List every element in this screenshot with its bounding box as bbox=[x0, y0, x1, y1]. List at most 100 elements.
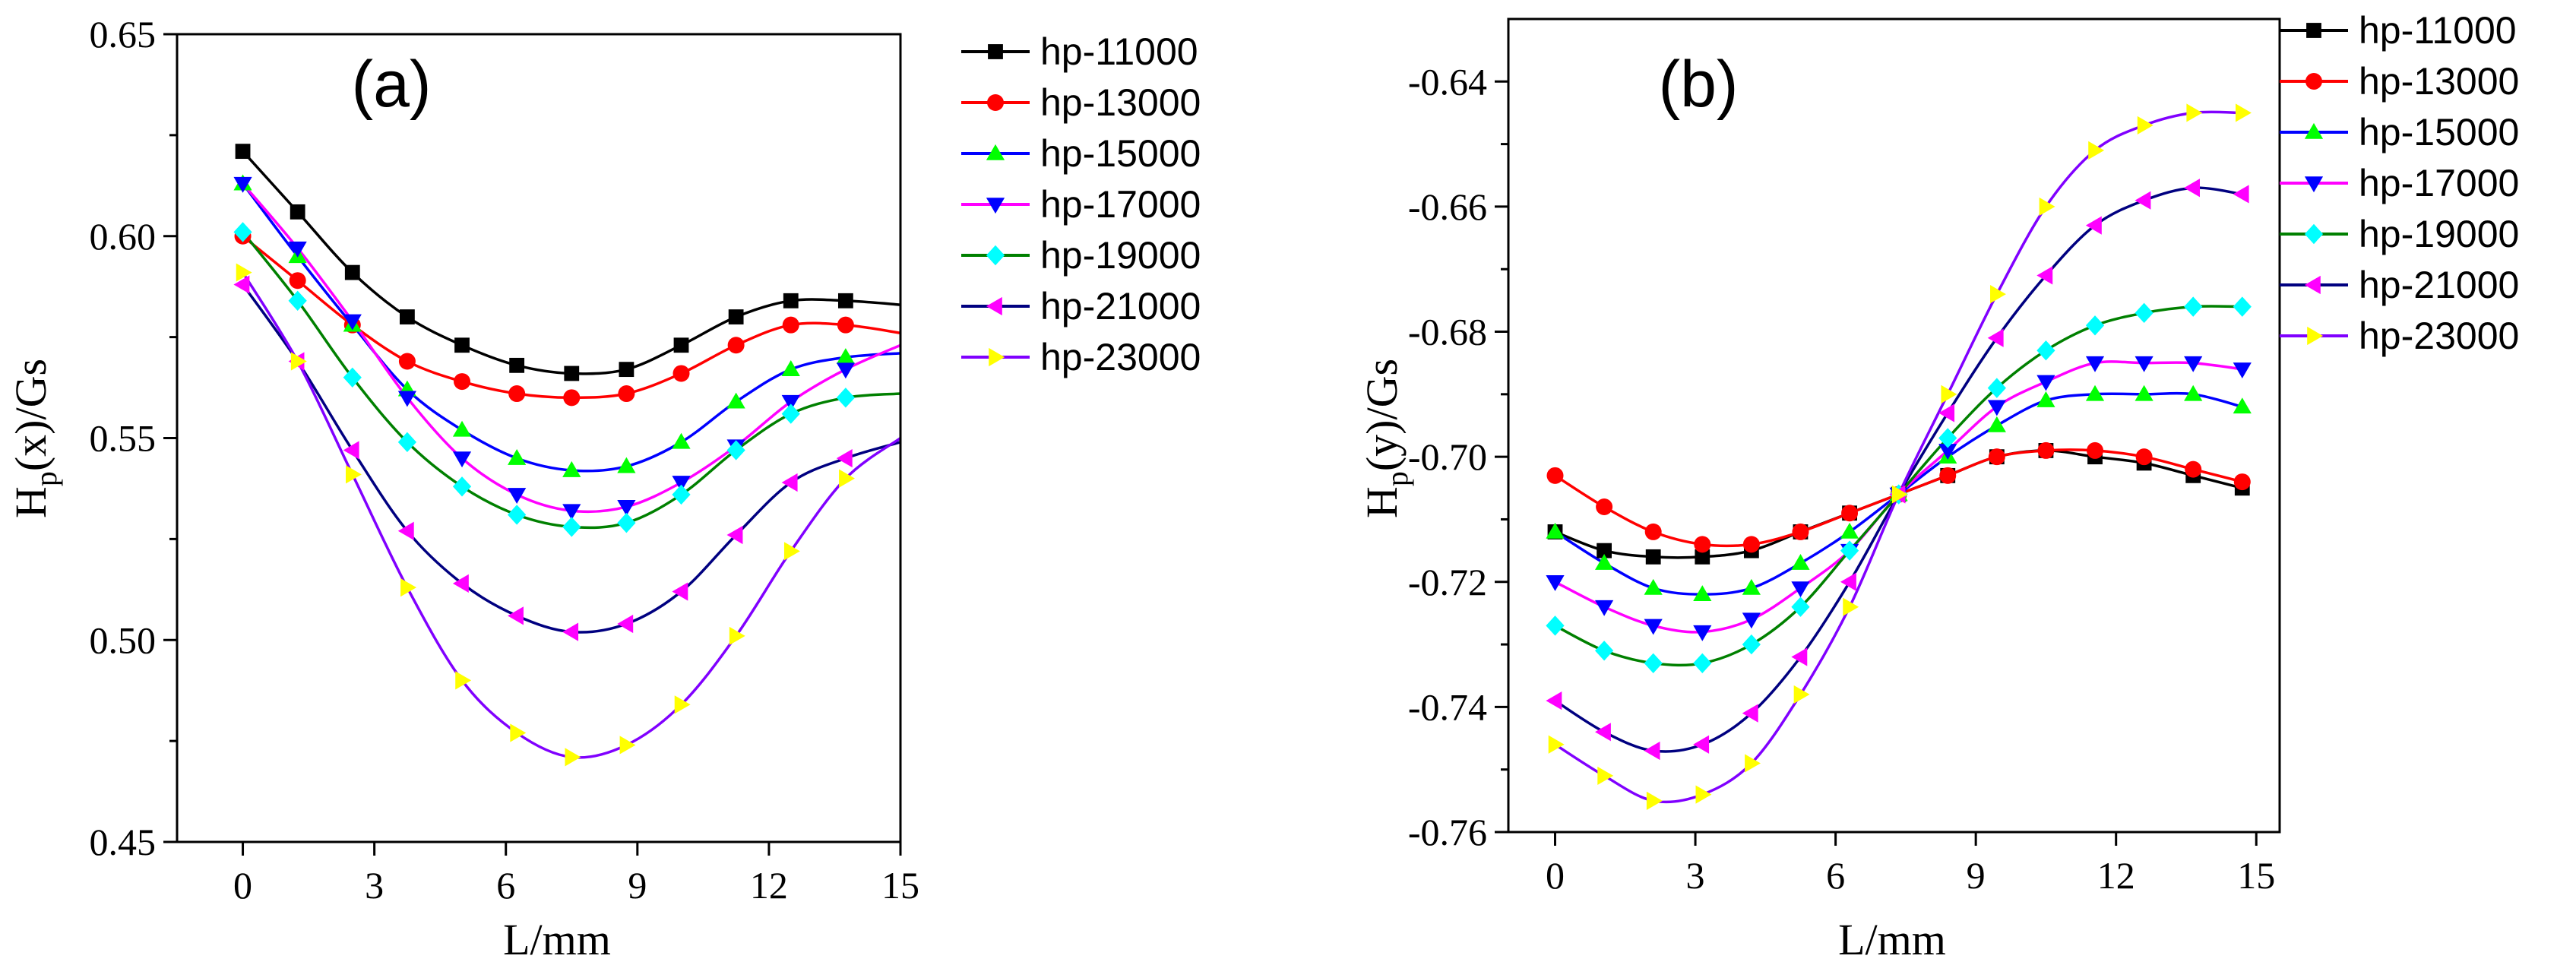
panel-b-point-hp-15000 bbox=[2036, 391, 2055, 407]
panel-b-legend-marker-hp-21000 bbox=[2304, 275, 2321, 295]
panel-b-y-tick-label: -0.76 bbox=[1408, 811, 1487, 853]
panel-b-ticks-layer: 0 3 6 9 12 15 -0.76 -0.74 -0.72 -0.70 -0.68 -0.66 -0… bbox=[1408, 60, 2275, 897]
panel-a-point-hp-13000 bbox=[289, 272, 306, 290]
panel-a-point-hp-19000 bbox=[343, 367, 362, 388]
panel-b-point-hp-19000 bbox=[1742, 634, 1761, 655]
panel-a-point-hp-21000 bbox=[397, 521, 414, 540]
panel-b-legend-label-hp-19000: hp-19000 bbox=[2359, 213, 2519, 255]
panel-a-point-hp-15000 bbox=[562, 460, 581, 477]
panel-b-legend-marker-hp-15000 bbox=[2304, 122, 2324, 139]
panel-b-point-hp-23000 bbox=[2186, 103, 2203, 122]
panel-a-y-tick-label: 0.50 bbox=[90, 619, 157, 661]
panel-a-point-hp-15000 bbox=[452, 420, 472, 437]
panel-b-y-tick-label: -0.72 bbox=[1408, 561, 1487, 603]
panel-b-y-axis-title: Hp(y)/Gs bbox=[1357, 359, 1414, 518]
panel-b-x-tick-label: 9 bbox=[1967, 854, 1986, 897]
panel-a-point-hp-15000 bbox=[672, 432, 691, 449]
panel-a-point-hp-23000 bbox=[729, 626, 745, 646]
panel-b-point-hp-15000 bbox=[1546, 522, 1565, 539]
panel-a-point-hp-21000 bbox=[836, 448, 853, 468]
panel-b-point-hp-17000 bbox=[2085, 356, 2105, 372]
panel-b-point-hp-19000 bbox=[1644, 653, 1663, 673]
panel-b-legend-label-hp-13000: hp-13000 bbox=[2359, 60, 2519, 103]
panel-a-legend-label-hp-19000: hp-19000 bbox=[1040, 234, 1201, 277]
panel-b-point-hp-19000 bbox=[1840, 540, 1859, 561]
panel-a-point-hp-13000 bbox=[508, 385, 526, 403]
panel-b-x-tick-label: 0 bbox=[1546, 854, 1565, 897]
panel-a-point-hp-21000 bbox=[562, 622, 579, 641]
panel-b-point-hp-15000 bbox=[1742, 578, 1761, 595]
panel-b-point-hp-15000 bbox=[1840, 522, 1859, 539]
panel-a-point-hp-19000 bbox=[508, 505, 527, 525]
panel-b-legend-marker-hp-23000 bbox=[2307, 326, 2324, 346]
panel-a-point-hp-17000 bbox=[836, 362, 855, 379]
panel-b-point-hp-21000 bbox=[2184, 179, 2200, 198]
panel-b-point-hp-19000 bbox=[2233, 296, 2252, 317]
panel-a-point-hp-23000 bbox=[400, 578, 417, 597]
panel-b-point-hp-15000 bbox=[2085, 384, 2105, 401]
panel-b-point-hp-23000 bbox=[1990, 285, 2006, 304]
panel-b-point-hp-21000 bbox=[1595, 723, 1611, 742]
panel-a-x-tick-label: 0 bbox=[233, 864, 252, 907]
panel-a-point-hp-19000 bbox=[562, 517, 581, 537]
panel-a-x-tick-label: 9 bbox=[628, 864, 647, 907]
panel-b-point-hp-13000 bbox=[1596, 498, 1613, 515]
panel-b-y-tick-label: -0.74 bbox=[1408, 685, 1487, 728]
panel-b-point-hp-23000 bbox=[2235, 103, 2252, 122]
panel-b-plot-frame bbox=[1507, 17, 2281, 834]
panel-a-point-hp-13000 bbox=[454, 373, 471, 391]
panel-b-point-hp-21000 bbox=[1840, 572, 1856, 591]
panel-a-point-hp-15000 bbox=[781, 360, 800, 376]
panel-b-point-hp-15000 bbox=[1987, 416, 2006, 432]
panel-a-point-hp-13000 bbox=[563, 389, 581, 407]
panel-a-point-hp-11000 bbox=[619, 362, 635, 378]
panel-a-label: (a) bbox=[351, 48, 431, 121]
panel-b-point-hp-21000 bbox=[2135, 191, 2151, 210]
panel-a-ticks-layer: 0 3 6 9 12 15 0.45 0.50 0.55 0.60 0.65 bbox=[90, 13, 920, 907]
panel-b-point-hp-17000 bbox=[1644, 619, 1663, 635]
panel-b-point-hp-13000 bbox=[2233, 473, 2251, 491]
panel-a-point-hp-19000 bbox=[836, 388, 855, 408]
panel-a-x-tick-label: 12 bbox=[750, 864, 788, 907]
panel-a-point-hp-23000 bbox=[619, 736, 636, 755]
panel-a-point-hp-11000 bbox=[400, 309, 415, 324]
panel-a-legend-marker-hp-15000 bbox=[986, 144, 1005, 160]
panel-b-point-hp-23000 bbox=[2137, 116, 2154, 135]
panel-b-legend-marker-hp-13000 bbox=[2305, 73, 2322, 90]
panel-b-legend: hp-11000 hp-13000 hp-15000 hp-17000 hp-19000… bbox=[2280, 9, 2519, 357]
panel-a-point-hp-17000 bbox=[617, 500, 636, 516]
panel-a-point-hp-21000 bbox=[726, 525, 743, 545]
panel-a-point-hp-19000 bbox=[617, 512, 636, 533]
panel-a-point-hp-21000 bbox=[508, 606, 524, 625]
panel-a-point-hp-11000 bbox=[509, 357, 525, 373]
panel-a-point-hp-23000 bbox=[510, 723, 527, 742]
panel-b-point-hp-23000 bbox=[2039, 197, 2055, 217]
panel-b-point-hp-17000 bbox=[1595, 600, 1614, 616]
panel-a-point-hp-19000 bbox=[672, 484, 691, 505]
panel-b-point-hp-23000 bbox=[1548, 735, 1565, 754]
panel-a-legend: hp-11000 hp-13000 hp-15000 hp-17000 hp-19000… bbox=[961, 30, 1201, 378]
panel-a-point-hp-11000 bbox=[783, 293, 799, 309]
panel-b-legend-marker-hp-11000 bbox=[2306, 23, 2321, 38]
panel-a-y-tick-label: 0.65 bbox=[90, 13, 157, 55]
panel-a-point-hp-11000 bbox=[290, 204, 305, 220]
panel-b-point-hp-19000 bbox=[2085, 315, 2105, 336]
panel-b-point-hp-13000 bbox=[1841, 505, 1859, 522]
panel-a-point-hp-17000 bbox=[562, 504, 581, 521]
panel-a-point-hp-19000 bbox=[452, 476, 472, 497]
panel-a-point-hp-21000 bbox=[452, 574, 469, 593]
panel-a-point-hp-11000 bbox=[673, 337, 689, 353]
panel-b-point-hp-23000 bbox=[1891, 485, 1908, 504]
panel-b-point-hp-13000 bbox=[1792, 523, 1809, 540]
panel-b-point-hp-17000 bbox=[2233, 362, 2252, 379]
panel-a-y-axis-title: Hp(x)/Gs bbox=[6, 359, 63, 518]
panel-a-point-hp-19000 bbox=[233, 222, 252, 242]
panel-b-point-hp-15000 bbox=[2184, 384, 2203, 401]
panel-b-point-hp-13000 bbox=[1546, 467, 1564, 484]
panel-a-point-hp-11000 bbox=[344, 264, 360, 280]
panel-a-legend-marker-hp-21000 bbox=[986, 296, 1002, 316]
panel-a-point-hp-17000 bbox=[672, 476, 691, 492]
panel-b-point-hp-11000 bbox=[1597, 543, 1612, 559]
panel-a-x-tick-label: 3 bbox=[365, 864, 384, 907]
